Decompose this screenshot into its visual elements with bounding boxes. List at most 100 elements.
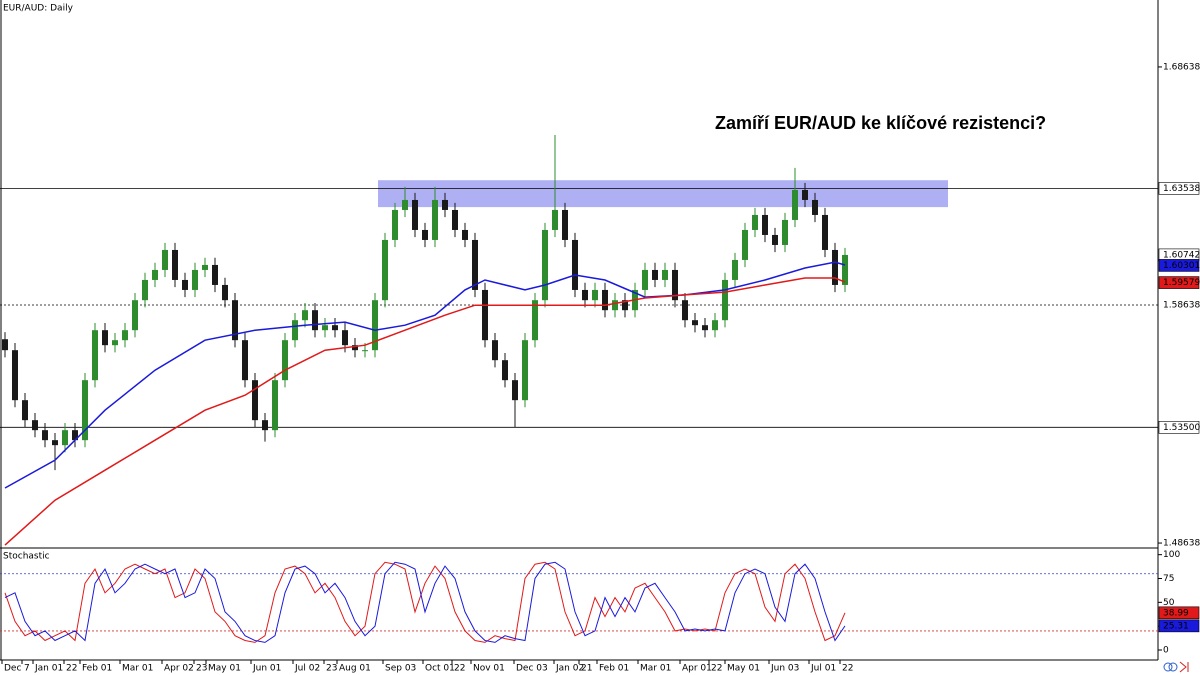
candle-body bbox=[332, 325, 338, 331]
candle-body bbox=[2, 339, 8, 351]
candle-body bbox=[202, 264, 208, 270]
price-tag: 38.99 bbox=[1163, 608, 1189, 618]
candle-body bbox=[662, 269, 668, 280]
x-tick-label: 22 bbox=[711, 664, 722, 674]
candle-body bbox=[182, 279, 188, 290]
pane-title: Stochastic bbox=[3, 552, 50, 562]
stochastic-line bbox=[4, 561, 846, 643]
candle-body bbox=[602, 289, 608, 311]
candle-body bbox=[532, 300, 538, 341]
corner-icons bbox=[1163, 661, 1189, 673]
candle-body bbox=[72, 430, 78, 441]
candle-body bbox=[252, 380, 258, 421]
candle-body bbox=[492, 340, 498, 361]
candle-body bbox=[612, 300, 618, 311]
candle-body bbox=[12, 350, 18, 401]
candle-body bbox=[32, 420, 38, 431]
candle-body bbox=[512, 380, 518, 401]
x-tick-label: 23 bbox=[326, 664, 337, 674]
candle-body bbox=[482, 289, 488, 341]
candle-body bbox=[592, 289, 598, 301]
y-tick-label: 100 bbox=[1163, 550, 1180, 560]
candle-body bbox=[772, 234, 778, 245]
resistance-zone bbox=[378, 180, 948, 208]
candle-body bbox=[732, 259, 738, 280]
x-tick-label: Jan 01 bbox=[34, 664, 63, 674]
candle-body bbox=[382, 239, 388, 301]
x-tick-label: Mar 01 bbox=[122, 664, 153, 674]
x-tick-label: 7 bbox=[24, 664, 30, 674]
candle-body bbox=[262, 420, 268, 431]
candle-body bbox=[222, 284, 228, 301]
candle-body bbox=[342, 330, 348, 346]
y-tick-label: 1.48638 bbox=[1163, 539, 1200, 549]
candle-body bbox=[682, 300, 688, 321]
x-tick-label: 22 bbox=[454, 664, 465, 674]
price-tag-box bbox=[1158, 182, 1200, 195]
candle-body bbox=[292, 320, 298, 341]
candle-body bbox=[392, 209, 398, 240]
candle-body bbox=[442, 199, 448, 210]
x-tick-label: Apr 02 bbox=[164, 664, 194, 674]
candle-body bbox=[372, 300, 378, 351]
y-tick-label: 50 bbox=[1163, 598, 1175, 608]
candle-body bbox=[142, 279, 148, 301]
candle-body bbox=[42, 430, 48, 441]
x-tick-label: Jul 02 bbox=[294, 664, 320, 674]
candle-body bbox=[672, 269, 678, 301]
pane-title: EUR/AUD: Daily bbox=[3, 4, 74, 14]
candle-body bbox=[452, 209, 458, 230]
candle-body bbox=[502, 360, 508, 381]
candle-body bbox=[522, 340, 528, 401]
stochastic-line bbox=[4, 561, 846, 643]
candle-body bbox=[272, 380, 278, 431]
y-tick-label: 0 bbox=[1163, 645, 1169, 655]
moving-average bbox=[4, 277, 846, 546]
candle-body bbox=[782, 219, 788, 245]
x-tick-label: May 01 bbox=[208, 664, 241, 674]
x-tick-label: Aug 01 bbox=[339, 664, 371, 674]
candle-body bbox=[312, 310, 318, 331]
x-tick-label: Dec bbox=[4, 664, 21, 674]
candle-body bbox=[832, 249, 838, 285]
candle-body bbox=[712, 320, 718, 331]
candle-body bbox=[282, 340, 288, 381]
price-tag: 1.63538 bbox=[1163, 184, 1200, 194]
y-tick-label: 75 bbox=[1163, 574, 1174, 584]
price-tag-box bbox=[1158, 421, 1200, 434]
candle-body bbox=[302, 310, 308, 321]
x-tick-label: Apr 01 bbox=[682, 664, 712, 674]
x-tick-label: Jun 01 bbox=[252, 664, 281, 674]
price-tag: 1.60742 bbox=[1163, 250, 1200, 260]
x-tick-label: Mar 01 bbox=[640, 664, 671, 674]
candle-body bbox=[22, 400, 28, 421]
x-tick-label: Feb 01 bbox=[599, 664, 629, 674]
x-tick-label: Sep 03 bbox=[385, 664, 416, 674]
candle-body bbox=[812, 199, 818, 215]
candle-body bbox=[562, 209, 568, 240]
candle-body bbox=[472, 239, 478, 290]
candle-body bbox=[752, 214, 758, 230]
candle-body bbox=[422, 229, 428, 240]
x-tick-label: Feb 01 bbox=[82, 664, 112, 674]
candle-body bbox=[692, 320, 698, 326]
price-tag: 1.53500 bbox=[1163, 423, 1200, 433]
candle-body bbox=[172, 249, 178, 280]
price-tag: 1.60301 bbox=[1163, 261, 1200, 271]
price-tag-box bbox=[1158, 619, 1200, 633]
icon bbox=[1179, 661, 1189, 673]
x-tick-label: Nov 01 bbox=[473, 664, 505, 674]
candle-body bbox=[572, 239, 578, 290]
moving-average bbox=[4, 261, 846, 489]
candle-body bbox=[92, 330, 98, 381]
candle-body bbox=[652, 269, 658, 280]
icon bbox=[1163, 662, 1173, 672]
candle-body bbox=[192, 269, 198, 290]
candle-body bbox=[212, 264, 218, 285]
candle-body bbox=[152, 269, 158, 280]
price-tag: 25.31 bbox=[1163, 621, 1189, 631]
candle-body bbox=[702, 325, 708, 331]
candle-body bbox=[82, 380, 88, 441]
candle-body bbox=[642, 269, 648, 290]
